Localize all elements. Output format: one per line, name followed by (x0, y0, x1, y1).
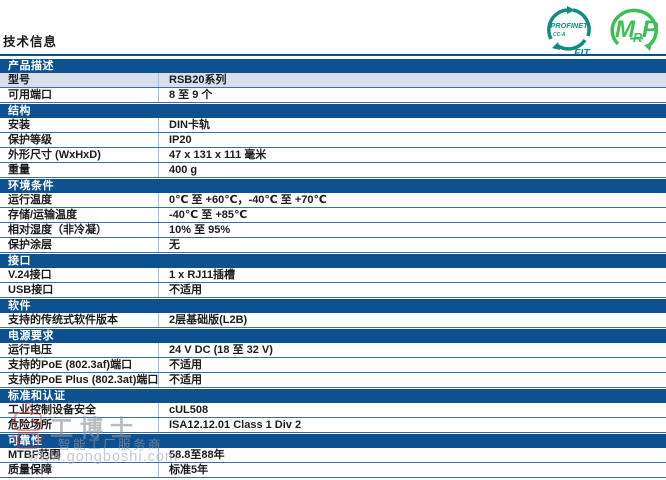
section-header: 产品描述 (0, 59, 666, 73)
row-value: RSB20系列 (158, 73, 666, 87)
row-value: 47 x 131 x 111 毫米 (158, 148, 666, 162)
row-label: USB接口 (8, 284, 54, 296)
row-label: 运行温度 (8, 194, 52, 206)
table-row: MTBF范围 58.8至88年 (0, 448, 666, 463)
row-label: 相对湿度（非冷凝） (8, 224, 107, 236)
page-header: 技术信息 PROFINET CC-A FIT M R P (0, 0, 666, 58)
row-label: 保护等级 (8, 134, 52, 146)
row-value: DIN卡轨 (158, 118, 666, 132)
page-title: 技术信息 (3, 35, 58, 49)
spec-table: 产品描述 型号 RSB20系列可用端口 8 至 9 个结构 安装 DIN卡轨保护等级 IP2… (0, 59, 666, 478)
row-label: MTBF范围 (8, 449, 61, 461)
section-header: 标准和认证 (0, 389, 666, 403)
table-row: 保护等级 IP20 (0, 133, 666, 148)
section-header: 电源要求 (0, 329, 666, 343)
profinet-cca-fit-icon: PROFINET CC-A FIT (547, 6, 591, 58)
row-value: IP20 (158, 133, 666, 147)
svg-text:CC-A: CC-A (553, 32, 566, 38)
row-label: 外形尺寸 (WxHxD) (8, 149, 101, 161)
row-label: 支持的传统式软件版本 (8, 314, 118, 326)
row-value: 58.8至88年 (158, 448, 666, 462)
row-value: cUL508 (158, 403, 666, 417)
table-row: 质量保障 标准5年 (0, 463, 666, 478)
svg-text:M: M (615, 16, 636, 43)
row-label: 重量 (8, 164, 30, 176)
table-row: 可用端口 8 至 9 个 (0, 88, 666, 103)
row-value: -40℃ 至 +85℃ (158, 208, 666, 222)
row-label: 支持的PoE Plus (802.3at)端口 (8, 374, 158, 386)
mrp-icon: M R P (610, 8, 659, 51)
table-row: 重量 400 g (0, 163, 666, 178)
svg-text:PROFINET: PROFINET (550, 21, 589, 30)
table-row: 外形尺寸 (WxHxD) 47 x 131 x 111 毫米 (0, 148, 666, 163)
table-row: 相对湿度（非冷凝） 10% 至 95% (0, 223, 666, 238)
row-label: 安装 (8, 119, 30, 131)
section-header: 接口 (0, 254, 666, 268)
row-label: V.24接口 (8, 269, 52, 281)
row-value: 标准5年 (158, 463, 666, 477)
table-row: V.24接口 1 x RJ11插槽 (0, 268, 666, 283)
table-row: 运行温度 0℃ 至 +60℃，-40℃ 至 +70℃ (0, 193, 666, 208)
row-label: 工业控制设备安全 (8, 404, 96, 416)
row-label: 可用端口 (8, 89, 52, 101)
row-value: 不适用 (158, 283, 666, 297)
title-underline (0, 54, 666, 56)
row-value: ISA12.12.01 Class 1 Div 2 (158, 418, 666, 432)
row-value: 8 至 9 个 (158, 88, 666, 102)
table-row: 危险场所 ISA12.12.01 Class 1 Div 2 (0, 418, 666, 433)
row-label: 存储/运输温度 (8, 209, 78, 221)
table-row: USB接口 不适用 (0, 283, 666, 298)
table-row: 支持的PoE Plus (802.3at)端口 不适用 (0, 373, 666, 388)
section-header: 环境条件 (0, 179, 666, 193)
table-row: 运行电压 24 V DC (18 至 32 V) (0, 343, 666, 358)
table-row: 型号 RSB20系列 (0, 73, 666, 88)
table-row: 工业控制设备安全 cUL508 (0, 403, 666, 418)
row-value: 24 V DC (18 至 32 V) (158, 343, 666, 357)
row-value: 1 x RJ11插槽 (158, 268, 666, 282)
row-label: 运行电压 (8, 344, 52, 356)
row-value: 不适用 (158, 373, 666, 387)
row-label: 质量保障 (8, 464, 52, 476)
svg-text:FIT: FIT (574, 47, 591, 58)
row-value: 0℃ 至 +60℃，-40℃ 至 +70℃ (158, 193, 666, 207)
table-row: 支持的PoE (802.3af)端口 不适用 (0, 358, 666, 373)
certification-logos: PROFINET CC-A FIT M R P (538, 4, 664, 58)
section-header: 软件 (0, 299, 666, 313)
table-row: 支持的传统式软件版本 2层基础版(L2B) (0, 313, 666, 328)
row-value: 400 g (158, 163, 666, 177)
table-row: 保护涂层 无 (0, 238, 666, 253)
row-label: 支持的PoE (802.3af)端口 (8, 359, 133, 371)
row-value: 无 (158, 238, 666, 252)
table-row: 存储/运输温度 -40℃ 至 +85℃ (0, 208, 666, 223)
row-value: 不适用 (158, 358, 666, 372)
row-label: 危险场所 (8, 419, 52, 431)
section-header: 可靠性 (0, 434, 666, 448)
row-label: 保护涂层 (8, 239, 52, 251)
row-value: 2层基础版(L2B) (158, 313, 666, 327)
row-value: 10% 至 95% (158, 223, 666, 237)
table-row: 安装 DIN卡轨 (0, 118, 666, 133)
svg-text:P: P (642, 16, 659, 43)
row-label: 型号 (8, 74, 30, 86)
section-header: 结构 (0, 104, 666, 118)
